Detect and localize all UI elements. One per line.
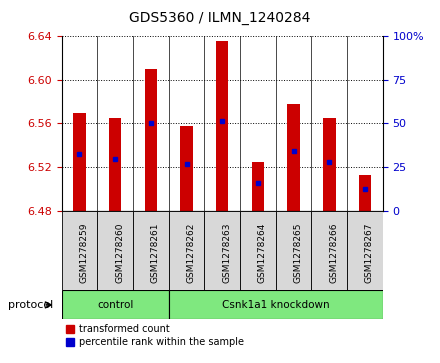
Bar <box>169 211 204 290</box>
Legend: transformed count, percentile rank within the sample: transformed count, percentile rank withi… <box>66 324 244 347</box>
Text: GSM1278261: GSM1278261 <box>151 223 160 283</box>
Text: GSM1278260: GSM1278260 <box>115 223 124 283</box>
Bar <box>240 211 276 290</box>
Bar <box>204 211 240 290</box>
Bar <box>359 175 371 211</box>
Bar <box>276 211 312 290</box>
Text: GSM1278263: GSM1278263 <box>222 223 231 283</box>
Bar <box>133 211 169 290</box>
Bar <box>97 211 133 290</box>
Bar <box>62 211 97 290</box>
Bar <box>252 162 264 211</box>
Text: control: control <box>97 300 133 310</box>
Bar <box>287 104 300 211</box>
Text: Csnk1a1 knockdown: Csnk1a1 knockdown <box>222 300 330 310</box>
Bar <box>145 69 157 211</box>
Text: GSM1278262: GSM1278262 <box>187 223 195 283</box>
Text: GDS5360 / ILMN_1240284: GDS5360 / ILMN_1240284 <box>129 11 311 25</box>
Text: GSM1278259: GSM1278259 <box>80 223 88 283</box>
Bar <box>347 211 383 290</box>
Bar <box>180 126 193 211</box>
Text: protocol: protocol <box>7 300 53 310</box>
Bar <box>312 211 347 290</box>
Bar <box>62 290 169 319</box>
Text: GSM1278266: GSM1278266 <box>329 223 338 283</box>
Bar <box>216 41 228 211</box>
Text: GSM1278265: GSM1278265 <box>293 223 303 283</box>
Bar <box>169 290 383 319</box>
Text: GSM1278264: GSM1278264 <box>258 223 267 283</box>
Bar <box>109 118 121 211</box>
Bar <box>323 118 336 211</box>
Text: GSM1278267: GSM1278267 <box>365 223 374 283</box>
Bar <box>73 113 86 211</box>
